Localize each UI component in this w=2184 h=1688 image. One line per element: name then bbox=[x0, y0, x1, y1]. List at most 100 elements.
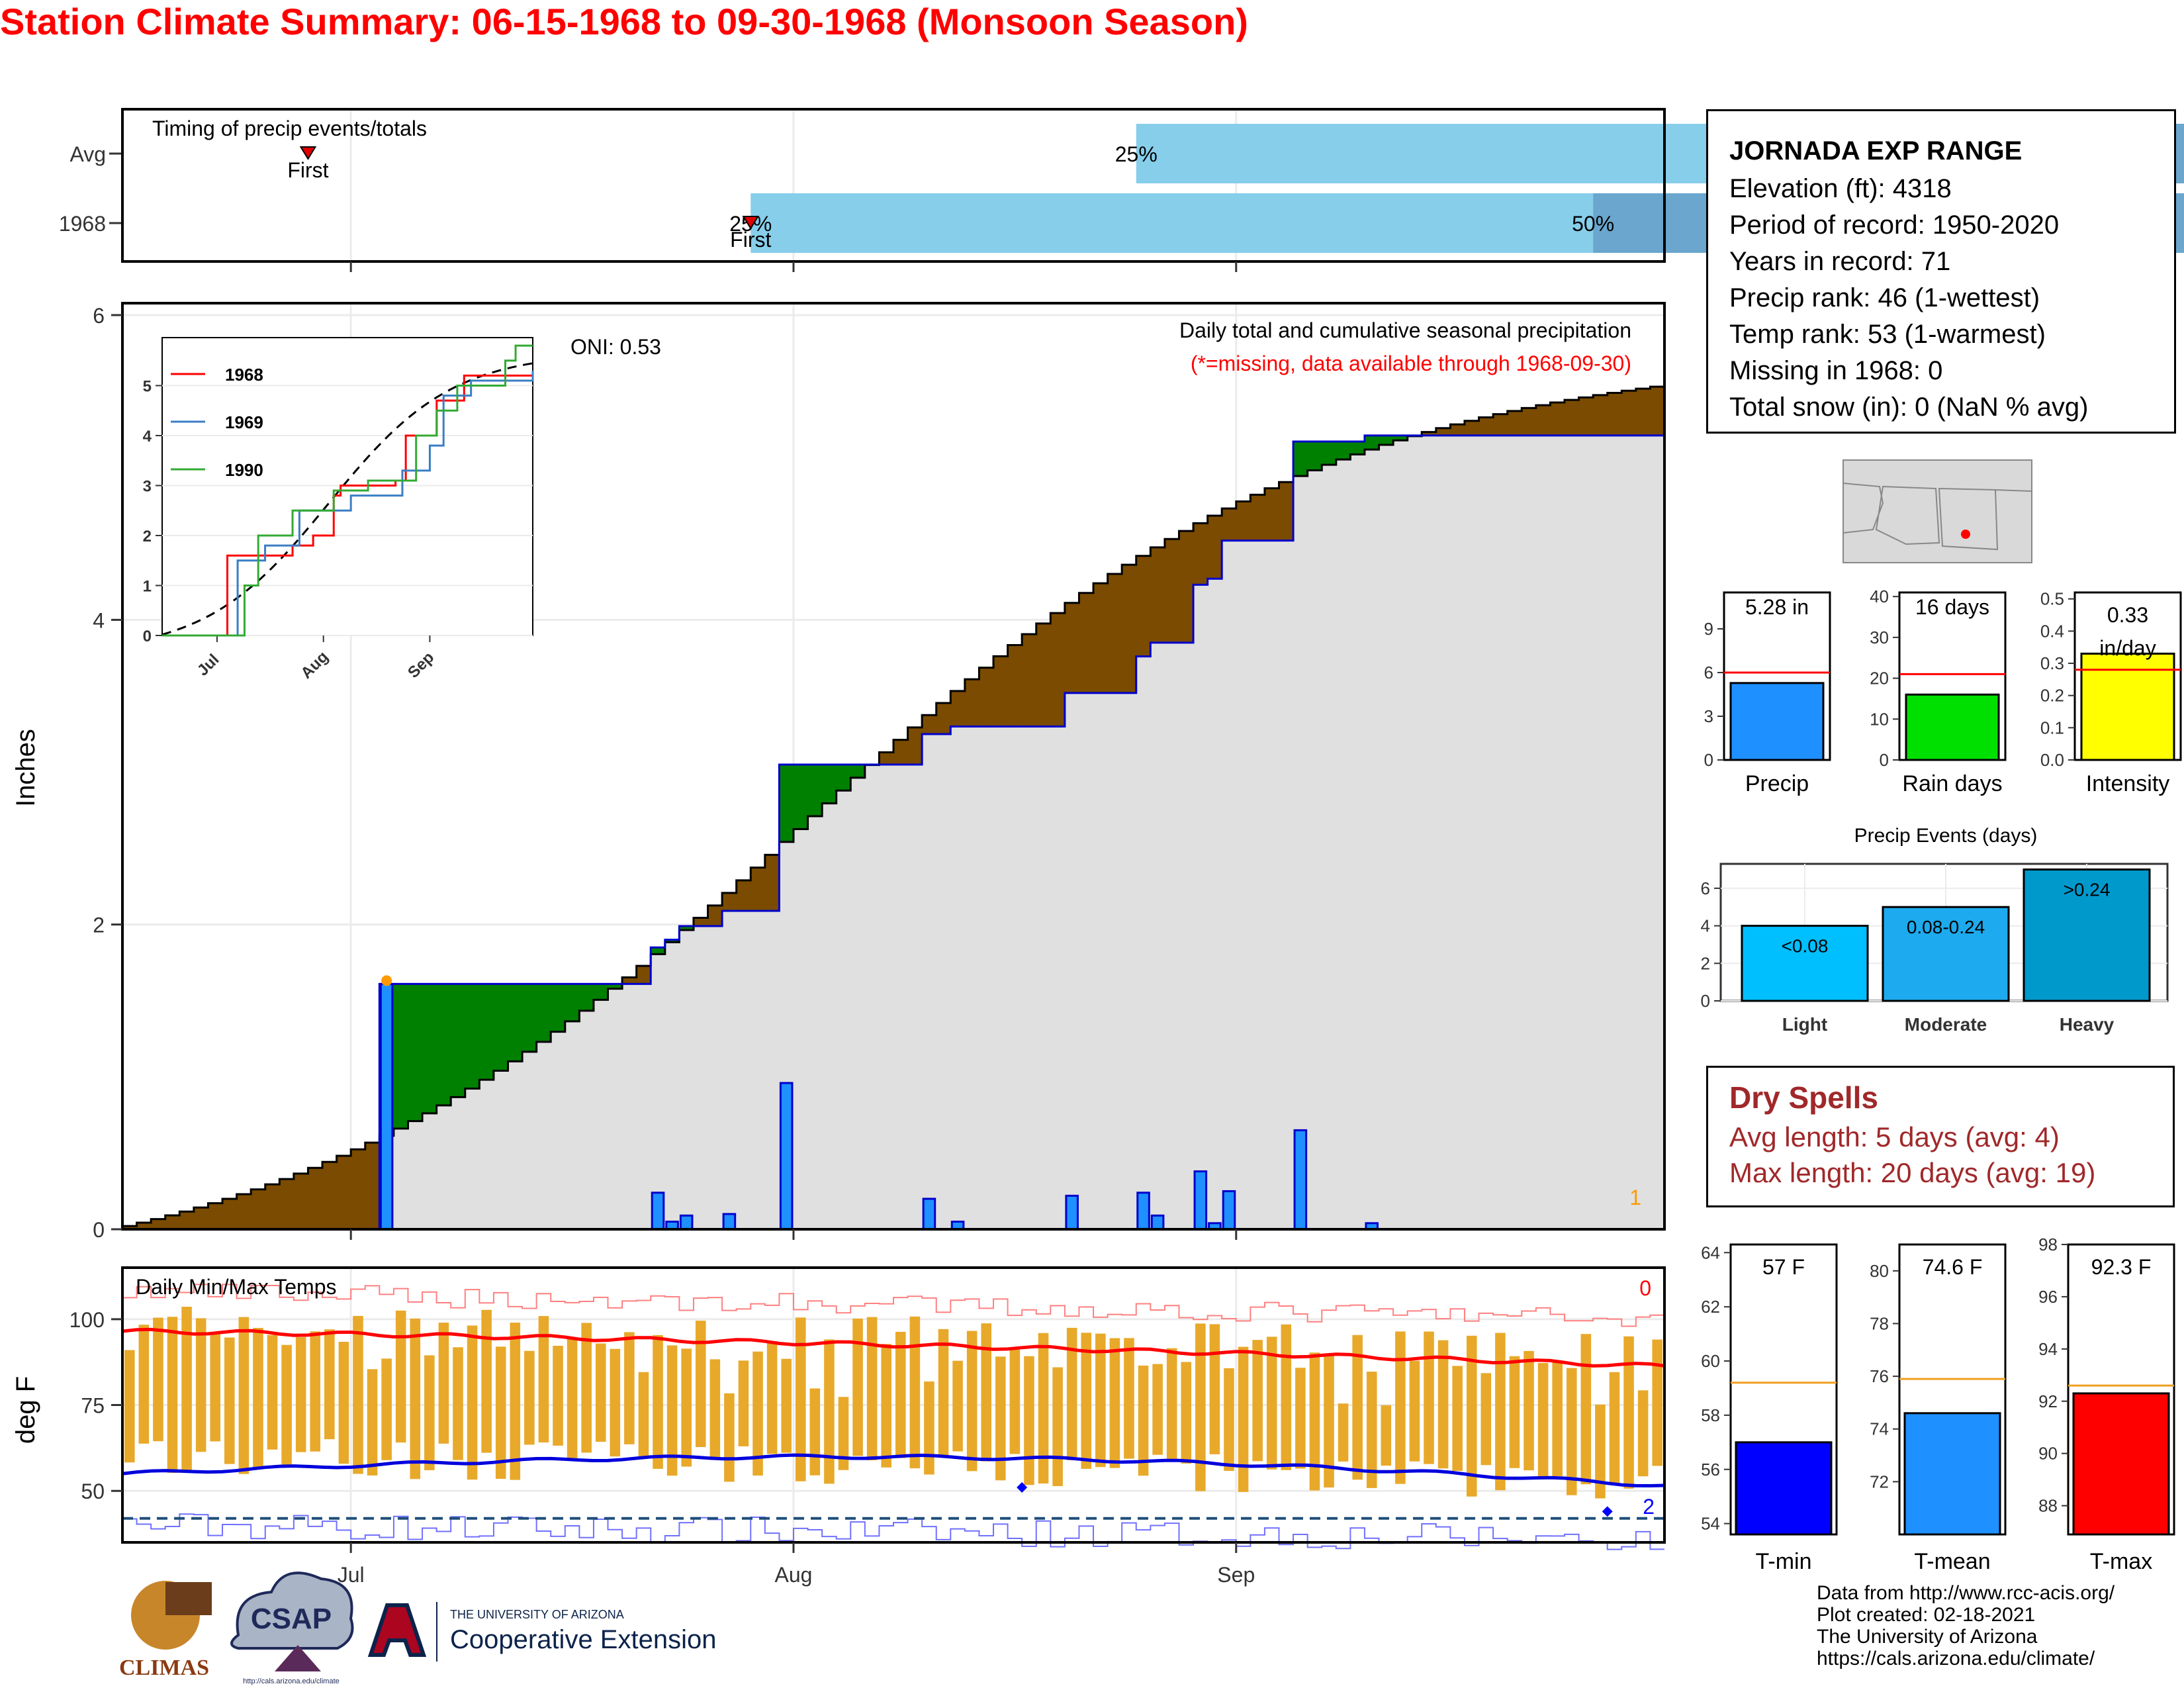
cumulative-area-seg bbox=[693, 925, 709, 1229]
daily-temp-bar bbox=[1495, 1333, 1506, 1491]
above-avg-seg bbox=[522, 984, 537, 1052]
daily-temp-bar bbox=[795, 1317, 806, 1481]
daily-temp-bar bbox=[695, 1321, 706, 1448]
daily-temp-bar bbox=[895, 1331, 906, 1458]
cumulative-area-seg bbox=[1293, 476, 1308, 1229]
above-avg-seg bbox=[793, 764, 809, 829]
below-avg-seg bbox=[308, 1168, 323, 1229]
dry-spells-avg: Avg length: 5 days (avg: 4) bbox=[1729, 1121, 2060, 1152]
cumulative-area-seg bbox=[608, 988, 623, 1229]
summary-y-tick-label: 6 bbox=[1704, 663, 1713, 682]
event-bar-1 bbox=[1882, 906, 2010, 1002]
above-avg-seg bbox=[1350, 442, 1365, 455]
event-bar-0 bbox=[1741, 925, 1869, 1002]
above-avg-seg bbox=[679, 925, 694, 931]
below-avg-seg bbox=[179, 1211, 195, 1229]
daily-temp-bar bbox=[766, 1341, 778, 1454]
below-avg-seg bbox=[1450, 424, 1465, 436]
above-avg-seg bbox=[807, 764, 823, 817]
tempbar-y-tick-label: 74 bbox=[1870, 1419, 1889, 1439]
below-avg-seg bbox=[1107, 573, 1122, 693]
daily-temp-bar bbox=[1537, 1363, 1549, 1477]
cumulative-area-seg bbox=[536, 1041, 551, 1229]
below-avg-seg bbox=[122, 1226, 138, 1229]
daily-temp-bar bbox=[1424, 1331, 1434, 1464]
daily-precip-bar bbox=[379, 982, 394, 1231]
daily-temp-bar bbox=[1038, 1333, 1049, 1484]
above-avg-seg bbox=[850, 764, 866, 778]
below-avg-seg bbox=[1250, 494, 1265, 541]
below-avg-seg bbox=[1422, 432, 1437, 436]
daily-temp-bar bbox=[281, 1344, 292, 1466]
tempbar-value-label: 57 F bbox=[1762, 1255, 1805, 1279]
cumulative-area-seg bbox=[1250, 540, 1265, 1229]
cumulative-area-seg bbox=[1650, 435, 1665, 1229]
csap-mountain-icon bbox=[275, 1645, 321, 1671]
above-avg-seg bbox=[465, 984, 480, 1089]
summary-y-tick-label: 10 bbox=[1870, 709, 1889, 729]
summary-y-tick-label: 0 bbox=[1704, 750, 1713, 770]
tempbar-y-tick-label: 76 bbox=[1870, 1366, 1889, 1386]
tempbar-y-tick-label: 90 bbox=[2038, 1444, 2058, 1464]
cumulative-area-seg bbox=[1279, 540, 1294, 1229]
daily-temp-bar bbox=[924, 1381, 934, 1475]
daily-temp-bar bbox=[681, 1348, 692, 1467]
cumulative-area-seg bbox=[1050, 726, 1066, 1229]
station-precip-rank: Precip rank: 46 (1-wettest) bbox=[1729, 283, 2040, 312]
daily-temp-bar bbox=[1181, 1362, 1192, 1464]
daily-temp-bar bbox=[1566, 1368, 1577, 1495]
event-bar-label: 0.08-0.24 bbox=[1907, 917, 1985, 937]
daily-temp-bar bbox=[1466, 1335, 1477, 1497]
timing-row-label: Avg bbox=[69, 142, 106, 166]
below-avg-seg bbox=[722, 892, 737, 911]
daily-temp-bar bbox=[453, 1347, 463, 1460]
precip-corner-count: 1 bbox=[1629, 1186, 1641, 1209]
station-snow: Total snow (in): 0 (NaN % avg) bbox=[1729, 393, 2089, 422]
below-avg-seg bbox=[293, 1173, 309, 1229]
daily-temp-bar bbox=[438, 1323, 449, 1444]
daily-temp-bar bbox=[324, 1329, 335, 1440]
below-avg-seg bbox=[964, 679, 980, 727]
temps-y-tick-label: 50 bbox=[81, 1479, 105, 1503]
summary-bars: 5.28 in 0 3 6 9 Precip 16 days 0 10 20 30 40 Rain da… bbox=[1704, 586, 2182, 796]
station-elevation: Elevation (ft): 4318 bbox=[1729, 174, 1952, 203]
above-avg-seg bbox=[1293, 442, 1308, 477]
above-avg-seg bbox=[1393, 435, 1408, 441]
below-avg-seg bbox=[1507, 410, 1522, 436]
daily-temp-bar bbox=[1152, 1364, 1163, 1455]
below-avg-seg bbox=[151, 1219, 166, 1229]
daily-temp-bar bbox=[781, 1358, 792, 1453]
cumulative-area-seg bbox=[522, 1051, 537, 1229]
cumulative-area-seg bbox=[993, 726, 1009, 1229]
cumulative-area-seg bbox=[1322, 465, 1337, 1229]
daily-temp-bar bbox=[881, 1344, 891, 1468]
summary-category-label: Intensity bbox=[2086, 771, 2170, 796]
above-avg-seg bbox=[1307, 442, 1322, 471]
summary-y-tick-label: 0 bbox=[1880, 750, 1889, 770]
credit-created: Plot created: 02-18-2021 bbox=[1817, 1604, 2036, 1626]
above-avg-seg bbox=[651, 947, 666, 955]
credit-university: The University of Arizona bbox=[1817, 1626, 2038, 1648]
daily-temp-bar bbox=[1524, 1350, 1534, 1471]
below-avg-seg bbox=[236, 1194, 251, 1229]
below-avg-seg bbox=[736, 880, 751, 911]
summary-y-tick-label: 20 bbox=[1870, 669, 1889, 688]
station-period: Period of record: 1950-2020 bbox=[1729, 211, 2060, 240]
events-y-tick-label: 4 bbox=[1701, 916, 1710, 936]
daily-temp-bar bbox=[1509, 1356, 1520, 1468]
above-avg-seg bbox=[451, 984, 466, 1098]
daily-temp-bar bbox=[653, 1335, 663, 1469]
below-avg-seg bbox=[1264, 488, 1280, 541]
below-avg-seg bbox=[764, 855, 780, 911]
daily-temp-bar bbox=[1124, 1338, 1134, 1459]
below-avg-seg bbox=[1007, 645, 1023, 727]
cumulative-area-seg bbox=[764, 910, 780, 1229]
cumulative-area-seg bbox=[1435, 435, 1451, 1229]
daily-temp-bar bbox=[581, 1323, 592, 1453]
below-avg-seg bbox=[336, 1155, 351, 1229]
daily-temp-bar bbox=[909, 1316, 921, 1469]
above-avg-seg bbox=[579, 984, 594, 1011]
daily-precip-bar bbox=[651, 1192, 665, 1231]
daily-temp-bar bbox=[1480, 1373, 1492, 1466]
tempbar-y-tick-label: 88 bbox=[2038, 1496, 2058, 1516]
